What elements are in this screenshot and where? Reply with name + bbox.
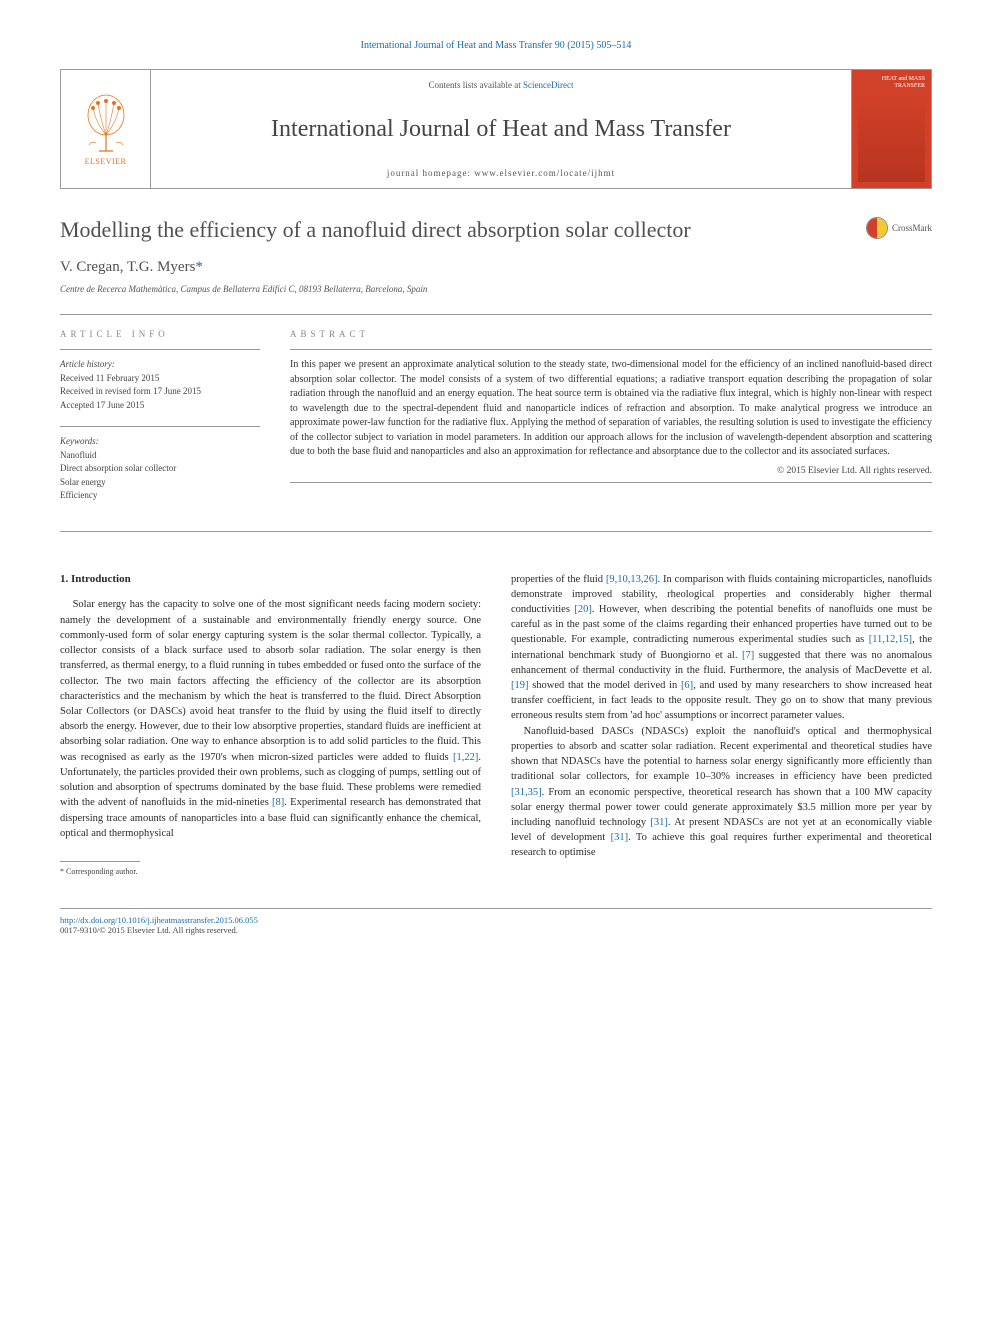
ref-31-35[interactable]: [31,35] [511,787,542,798]
keyword-1: Nanofluid [60,449,260,463]
history-received: Received 11 February 2015 [60,372,260,386]
journal-header: ELSEVIER Contents lists available at Sci… [60,69,932,189]
contents-line: Contents lists available at ScienceDirec… [429,80,574,90]
abstract-text: In this paper we present an approximate … [290,350,932,460]
footer-block: http://dx.doi.org/10.1016/j.ijheatmasstr… [60,908,932,935]
article-info-label: ARTICLE INFO [60,329,260,339]
divider-top [60,314,932,315]
journal-cover-thumbnail[interactable]: HEAT and MASS TRANSFER [851,70,931,188]
copyright-line: © 2015 Elsevier Ltd. All rights reserved… [290,466,932,476]
history-block: Article history: Received 11 February 20… [60,349,260,412]
author-names: V. Cregan, T.G. Myers [60,259,195,275]
page-container: International Journal of Heat and Mass T… [0,0,992,975]
history-label: Article history: [60,358,260,372]
ref-1-22[interactable]: [1,22] [453,752,478,763]
section-1-heading: 1. Introduction [60,572,481,588]
keyword-2: Direct absorption solar collector [60,462,260,476]
corresponding-divider [60,861,140,862]
ref-11-12-15[interactable]: [11,12,15] [869,634,912,645]
elsevier-logo[interactable]: ELSEVIER [61,70,151,188]
crossmark-badge[interactable]: CrossMark [866,217,932,239]
right-column: properties of the fluid [9,10,13,26]. In… [511,572,932,878]
article-info-column: ARTICLE INFO Article history: Received 1… [60,329,260,517]
ref-31b[interactable]: [31] [611,832,629,843]
divider-mid [60,531,932,532]
intro-paragraph-3: Nanofluid-based DASCs (NDASCs) exploit t… [511,724,932,861]
abstract-divider-bottom [290,482,932,483]
body-columns: 1. Introduction Solar energy has the cap… [60,572,932,878]
history-revised: Received in revised form 17 June 2015 [60,385,260,399]
crossmark-label: CrossMark [892,223,932,233]
intro-paragraph-1: Solar energy has the capacity to solve o… [60,597,481,841]
elsevier-label: ELSEVIER [85,157,127,166]
ref-9-10-13-26[interactable]: [9,10,13,26] [606,574,658,585]
info-abstract-row: ARTICLE INFO Article history: Received 1… [60,329,932,517]
abstract-label: ABSTRACT [290,329,932,339]
history-accepted: Accepted 17 June 2015 [60,399,260,413]
keyword-3: Solar energy [60,476,260,490]
doi-link[interactable]: http://dx.doi.org/10.1016/j.ijheatmasstr… [60,915,932,925]
homepage-line: journal homepage: www.elsevier.com/locat… [387,168,615,178]
cover-body [858,94,925,182]
keyword-4: Efficiency [60,489,260,503]
contents-prefix: Contents lists available at [429,80,523,90]
issn-copyright: 0017-9310/© 2015 Elsevier Ltd. All right… [60,925,932,935]
keywords-block: Keywords: Nanofluid Direct absorption so… [60,426,260,503]
ref-19[interactable]: [19] [511,680,529,691]
ref-6[interactable]: [6] [681,680,693,691]
crossmark-icon [866,217,888,239]
sciencedirect-link[interactable]: ScienceDirect [523,80,573,90]
homepage-url[interactable]: www.elsevier.com/locate/ijhmt [474,168,615,178]
journal-name: International Journal of Heat and Mass T… [271,116,731,143]
ref-8[interactable]: [8] [272,797,284,808]
abstract-column: ABSTRACT In this paper we present an app… [290,329,932,517]
left-column: 1. Introduction Solar energy has the cap… [60,572,481,878]
affiliation: Centre de Recerca Mathemàtica, Campus de… [60,284,932,294]
article-title: Modelling the efficiency of a nanofluid … [60,217,691,243]
elsevier-tree-icon [81,93,131,153]
cover-title: HEAT and MASS TRANSFER [858,76,925,90]
header-center: Contents lists available at ScienceDirec… [151,70,851,188]
homepage-prefix: journal homepage: [387,168,474,178]
keywords-label: Keywords: [60,435,260,449]
intro-paragraph-2: properties of the fluid [9,10,13,26]. In… [511,572,932,724]
ref-20[interactable]: [20] [574,604,592,615]
corresponding-mark: * [195,259,203,275]
title-row: Modelling the efficiency of a nanofluid … [60,217,932,259]
ref-31a[interactable]: [31] [650,817,668,828]
citation-line: International Journal of Heat and Mass T… [60,40,932,51]
corresponding-note: * Corresponding author. [60,861,481,878]
authors-line: V. Cregan, T.G. Myers* [60,259,932,276]
ref-7[interactable]: [7] [742,650,754,661]
